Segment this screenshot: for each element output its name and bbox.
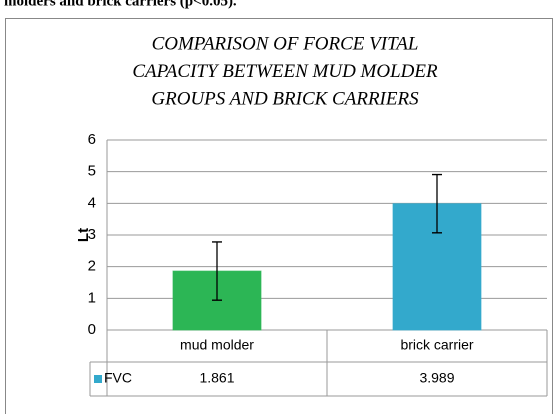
- legend-label: FVC: [104, 370, 132, 386]
- y-tick-label: 4: [88, 194, 96, 211]
- y-tick-label: 3: [88, 226, 96, 243]
- caption: molders and brick carriers (p<0.05).: [4, 0, 237, 9]
- y-tick-label: 0: [88, 321, 96, 338]
- x-tick-label: brick carrier: [400, 337, 473, 353]
- table-value: 1.861: [199, 370, 234, 386]
- x-tick-label: mud molder: [180, 337, 254, 353]
- y-tick-label: 6: [88, 131, 96, 148]
- y-tick-label: 5: [88, 163, 96, 180]
- chart-title: COMPARISON OF FORCE VITAL: [152, 33, 419, 54]
- table-value: 3.989: [419, 370, 454, 386]
- error-bar: [212, 241, 222, 301]
- y-tick-label: 1: [88, 289, 96, 306]
- error-bar: [432, 173, 442, 234]
- chart-title: CAPACITY BETWEEN MUD MOLDER: [132, 61, 438, 82]
- y-axis-label: Lt: [75, 228, 92, 242]
- y-tick-label: 2: [88, 258, 96, 275]
- legend-swatch: [94, 375, 102, 383]
- chart-title: GROUPS AND BRICK CARRIERS: [151, 88, 419, 109]
